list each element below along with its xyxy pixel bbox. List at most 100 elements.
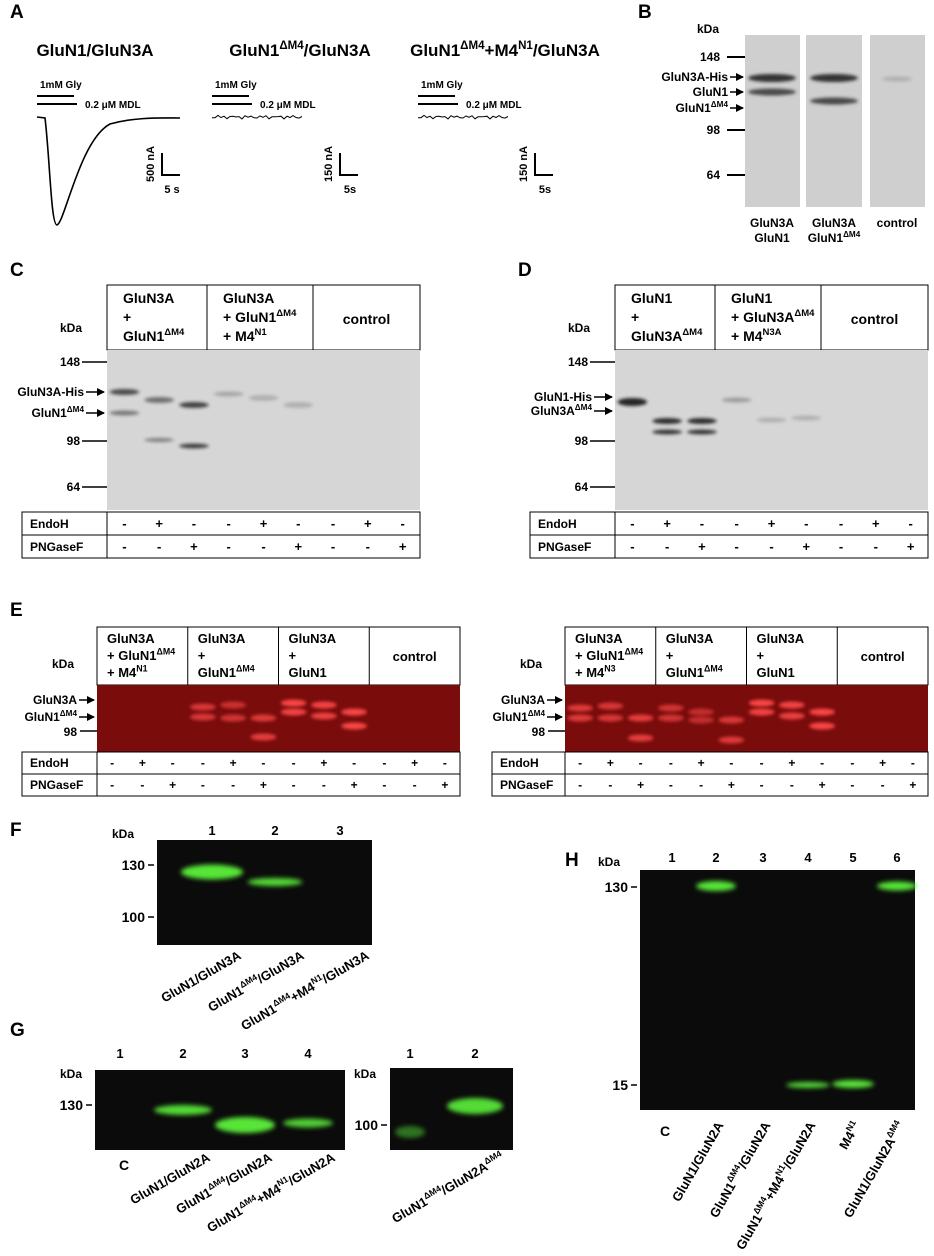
lane-number: 2: [179, 1046, 186, 1061]
text-part: M4: [836, 1128, 858, 1152]
table-cell: -: [760, 778, 764, 792]
band: [215, 1117, 275, 1133]
group-label: GluN3A: [666, 631, 714, 646]
text-part: GluN1: [205, 983, 246, 1015]
text-part: + GluN1: [107, 648, 157, 663]
lane-label: GluN1: [754, 231, 790, 245]
kda-label: kDa: [112, 827, 134, 841]
band: [627, 714, 654, 722]
band: [567, 714, 593, 722]
superscript: N1: [773, 1163, 787, 1178]
lane-number: 4: [804, 850, 812, 865]
text-part: GluN1: [24, 710, 60, 724]
superscript: ΔM4: [276, 308, 297, 319]
group-label: + M4N3A: [731, 327, 782, 344]
table-cell: -: [911, 756, 915, 770]
table-cell: +: [364, 516, 372, 531]
table-row: [529, 534, 929, 559]
text-part: GluN1: [389, 1194, 430, 1226]
table-row: [21, 511, 421, 536]
row-label: PNGaseF: [30, 540, 83, 554]
band: [181, 864, 243, 880]
band: [721, 397, 752, 403]
band: [688, 716, 714, 724]
band: [617, 398, 648, 406]
lane-number: 3: [241, 1046, 248, 1061]
group-label: GluN1ΔM4: [198, 664, 255, 680]
table-cell: +: [819, 778, 826, 792]
band: [658, 704, 684, 712]
table-row: [21, 751, 461, 775]
band: [652, 418, 682, 424]
text-part: GluN1: [238, 1001, 279, 1033]
band-label: GluN1ΔM4: [24, 709, 77, 724]
band: [877, 881, 917, 891]
table-cell: +: [294, 539, 302, 554]
text-part: +M4: [761, 1173, 787, 1203]
text-part: /GluN2A: [735, 1118, 774, 1170]
group-label: GluN1: [631, 290, 672, 306]
panel-letter: A: [10, 2, 24, 23]
superscript: ΔM4: [704, 664, 723, 674]
group-label: +: [198, 648, 206, 663]
lane-label: GluN3A: [750, 216, 794, 230]
kda-label: kDa: [60, 321, 82, 335]
table-cell: -: [881, 778, 885, 792]
band: [395, 1126, 425, 1138]
band: [109, 410, 140, 416]
group-label: control: [851, 311, 898, 327]
marker-label: 130: [605, 879, 629, 895]
group-label: +: [631, 309, 639, 325]
table-cell: -: [790, 778, 794, 792]
group-label: + M4N1: [107, 664, 148, 680]
panel-letter: G: [10, 1020, 25, 1041]
superscript: N1: [275, 1174, 290, 1188]
superscript: ΔM4: [164, 327, 185, 338]
table-cell: -: [201, 756, 205, 770]
table-cell: +: [139, 756, 146, 770]
table-cell: -: [227, 516, 231, 531]
table-cell: -: [669, 778, 673, 792]
superscript: ΔM4: [157, 647, 176, 657]
kda-label: kDa: [697, 22, 719, 36]
table-cell: -: [735, 539, 739, 554]
band: [280, 699, 307, 707]
lane-number: 2: [712, 850, 719, 865]
table-cell: -: [140, 778, 144, 792]
scale-x-label: 5s: [539, 184, 551, 196]
group-label: GluN3A: [289, 631, 337, 646]
group-label: + GluN1ΔM4: [223, 308, 297, 325]
table-cell: -: [292, 778, 296, 792]
table-cell: +: [907, 539, 915, 554]
band: [779, 701, 805, 709]
text-part: /GluN2A: [438, 1159, 490, 1198]
mdl-label: 0.2 μM MDL: [85, 100, 141, 111]
table-cell: +: [441, 778, 448, 792]
band: [809, 722, 835, 730]
marker-label: 15: [612, 1077, 628, 1093]
superscript: ΔM4: [279, 40, 304, 52]
superscript: ΔM4: [67, 405, 85, 414]
band: [627, 734, 654, 742]
group-label: control: [861, 649, 905, 664]
marker-label: 98: [64, 725, 78, 739]
band: [786, 1082, 830, 1088]
lane-label: GluN3A: [812, 216, 856, 230]
table-cell: -: [630, 516, 634, 531]
table-cell: -: [261, 539, 265, 554]
superscript: ΔM4: [682, 327, 703, 338]
band-label: GluN1: [693, 85, 729, 99]
sample-label: C: [119, 1157, 129, 1173]
table-cell: -: [850, 778, 854, 792]
kda-label: kDa: [520, 657, 542, 671]
table-cell: -: [292, 756, 296, 770]
band: [658, 714, 684, 722]
superscript: ΔM4: [711, 100, 729, 109]
marker-label: 98: [532, 725, 546, 739]
band: [748, 708, 775, 716]
band: [144, 397, 174, 403]
blot: [107, 350, 420, 510]
table-cell: +: [230, 756, 237, 770]
